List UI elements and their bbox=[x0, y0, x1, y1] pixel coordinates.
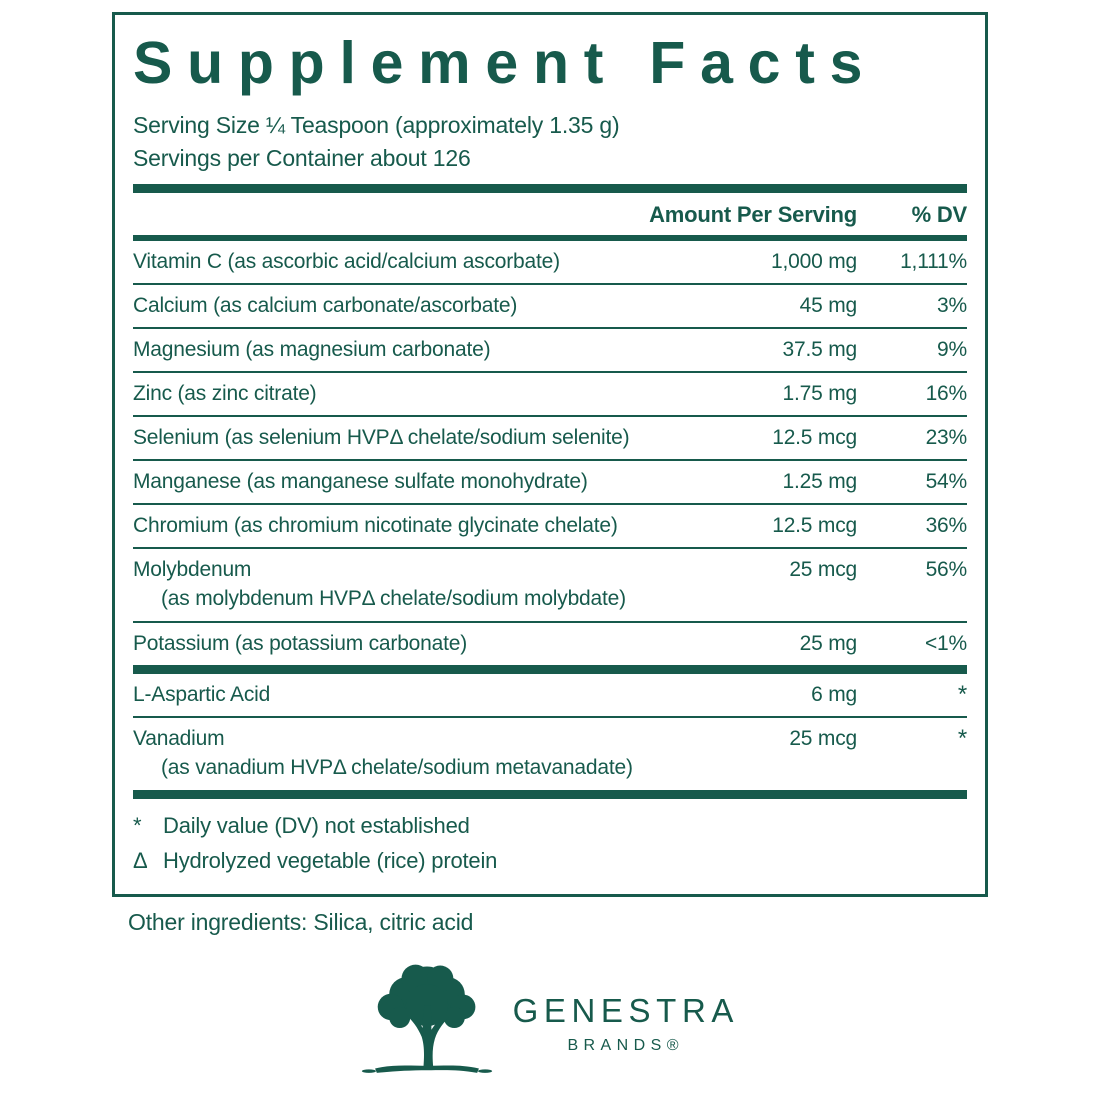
nutrient-name: Selenium (as selenium HVPΔ chelate/sodiu… bbox=[133, 425, 630, 449]
divider-header bbox=[133, 234, 967, 241]
nutrient-amount: 1,000 mg bbox=[771, 249, 857, 273]
nutrient-dv: <1% bbox=[924, 631, 967, 655]
nutrient-amount: 25 mg bbox=[799, 631, 858, 655]
nutrient-source-note: (as vanadium HVPΔ chelate/sodium metavan… bbox=[161, 755, 633, 779]
divider-thick-top bbox=[133, 183, 967, 193]
nutrient-dv: 23% bbox=[925, 425, 968, 449]
footnote-text: Hydrolyzed vegetable (rice) protein bbox=[163, 847, 498, 873]
nutrient-amount: 37.5 mg bbox=[782, 337, 858, 361]
nutrient-dv: 9% bbox=[937, 337, 967, 361]
table-row-chromium: Chromium (as chromium nicotinate glycina… bbox=[133, 502, 968, 547]
footnote-symbol: Δ bbox=[133, 847, 148, 873]
nutrient-name: Potassium (as potassium carbonate) bbox=[133, 631, 468, 655]
nutrient-amount: 1.25 mg bbox=[782, 469, 858, 493]
column-header-amount: Amount Per Serving bbox=[649, 201, 857, 227]
nutrient-dv: 3% bbox=[937, 293, 967, 317]
nutrient-amount: 12.5 mcg bbox=[772, 425, 857, 449]
table-row-potassium: Potassium (as potassium carbonate) 25 mg… bbox=[133, 620, 967, 665]
nutrient-name: Vanadium bbox=[133, 726, 225, 750]
nutrient-name: Chromium (as chromium nicotinate glycina… bbox=[133, 513, 618, 537]
table-header-row: Amount Per Serving % DV bbox=[133, 193, 967, 235]
tree-icon bbox=[361, 958, 493, 1089]
nutrient-name: Manganese (as manganese sulfate monohydr… bbox=[133, 469, 588, 493]
nutrient-name: Molybdenum bbox=[133, 557, 252, 581]
nutrient-dv: 54% bbox=[925, 469, 968, 493]
nutrient-name: L-Aspartic Acid bbox=[133, 682, 271, 706]
table-row-selenium: Selenium (as selenium HVPΔ chelate/sodiu… bbox=[133, 414, 968, 459]
divider-thick-middle bbox=[133, 664, 967, 674]
nutrient-amount: 12.5 mcg bbox=[772, 513, 857, 537]
brand-subtitle: BRANDS® bbox=[567, 1036, 684, 1054]
nutrient-amount: 1.75 mg bbox=[782, 381, 858, 405]
footnote-daily-value: * Daily value (DV) not established bbox=[133, 808, 967, 843]
table-row-magnesium: Magnesium (as magnesium carbonate) 37.5 … bbox=[133, 326, 967, 371]
nutrient-dv: 36% bbox=[925, 513, 968, 537]
nutrient-name: Magnesium (as magnesium carbonate) bbox=[133, 337, 491, 361]
footnotes: * Daily value (DV) not established Δ Hyd… bbox=[133, 799, 967, 886]
nutrient-amount: 25 mcg bbox=[789, 726, 857, 750]
nutrient-dv: * bbox=[957, 724, 967, 752]
nutrient-name: Calcium (as calcium carbonate/ascorbate) bbox=[133, 293, 518, 317]
footnote-text: Daily value (DV) not established bbox=[163, 812, 470, 838]
nutrient-dv: 56% bbox=[925, 557, 968, 581]
panel-title: Supplement Facts bbox=[133, 30, 878, 96]
serving-size: Serving Size ¼ Teaspoon (approximately 1… bbox=[133, 111, 620, 138]
nutrient-name: Vitamin C (as ascorbic acid/calcium asco… bbox=[133, 249, 560, 273]
table-row-l-aspartic-acid: L-Aspartic Acid 6 mg * bbox=[133, 674, 967, 716]
brand-logo-text: GENESTRA BRANDS® bbox=[507, 992, 739, 1055]
nutrient-name: Zinc (as zinc citrate) bbox=[133, 381, 317, 405]
table-row-molybdenum: Molybdenum 25 mcg 56% (as molybdenum HVP… bbox=[133, 546, 968, 621]
brand-name: GENESTRA bbox=[512, 991, 740, 1029]
secondary-nutrient-table: L-Aspartic Acid 6 mg * Vanadium 25 mcg *… bbox=[133, 674, 967, 790]
column-header-dv: % DV bbox=[911, 201, 968, 227]
nutrient-dv: * bbox=[957, 680, 967, 708]
table-row-vitamin-c: Vitamin C (as ascorbic acid/calcium asco… bbox=[133, 241, 967, 283]
nutrient-amount: 6 mg bbox=[811, 682, 857, 706]
nutrient-table: Vitamin C (as ascorbic acid/calcium asco… bbox=[133, 241, 967, 665]
table-row-manganese: Manganese (as manganese sulfate monohydr… bbox=[133, 458, 968, 503]
table-row-vanadium: Vanadium 25 mcg * (as vanadium HVPΔ chel… bbox=[133, 715, 967, 790]
brand-logo: GENESTRA BRANDS® bbox=[0, 958, 1100, 1089]
servings-per-container: Servings per Container about 126 bbox=[133, 144, 471, 171]
other-ingredients: Other ingredients: Silica, citric acid bbox=[128, 908, 474, 935]
nutrient-dv: 1,111% bbox=[900, 249, 967, 273]
nutrient-amount: 45 mg bbox=[799, 293, 858, 317]
nutrient-source-note: (as molybdenum HVPΔ chelate/sodium molyb… bbox=[161, 586, 626, 610]
table-row-zinc: Zinc (as zinc citrate) 1.75 mg 16% bbox=[133, 370, 968, 415]
nutrient-dv: 16% bbox=[925, 381, 968, 405]
supplement-facts-panel: Supplement Facts Serving Size ¼ Teaspoon… bbox=[112, 12, 988, 897]
footnote-symbol: * bbox=[133, 812, 142, 838]
nutrient-amount: 25 mcg bbox=[789, 557, 857, 581]
divider-thick-bottom bbox=[133, 789, 967, 799]
footnote-hvp: Δ Hydrolyzed vegetable (rice) protein bbox=[133, 843, 967, 878]
table-row-calcium: Calcium (as calcium carbonate/ascorbate)… bbox=[133, 282, 967, 327]
